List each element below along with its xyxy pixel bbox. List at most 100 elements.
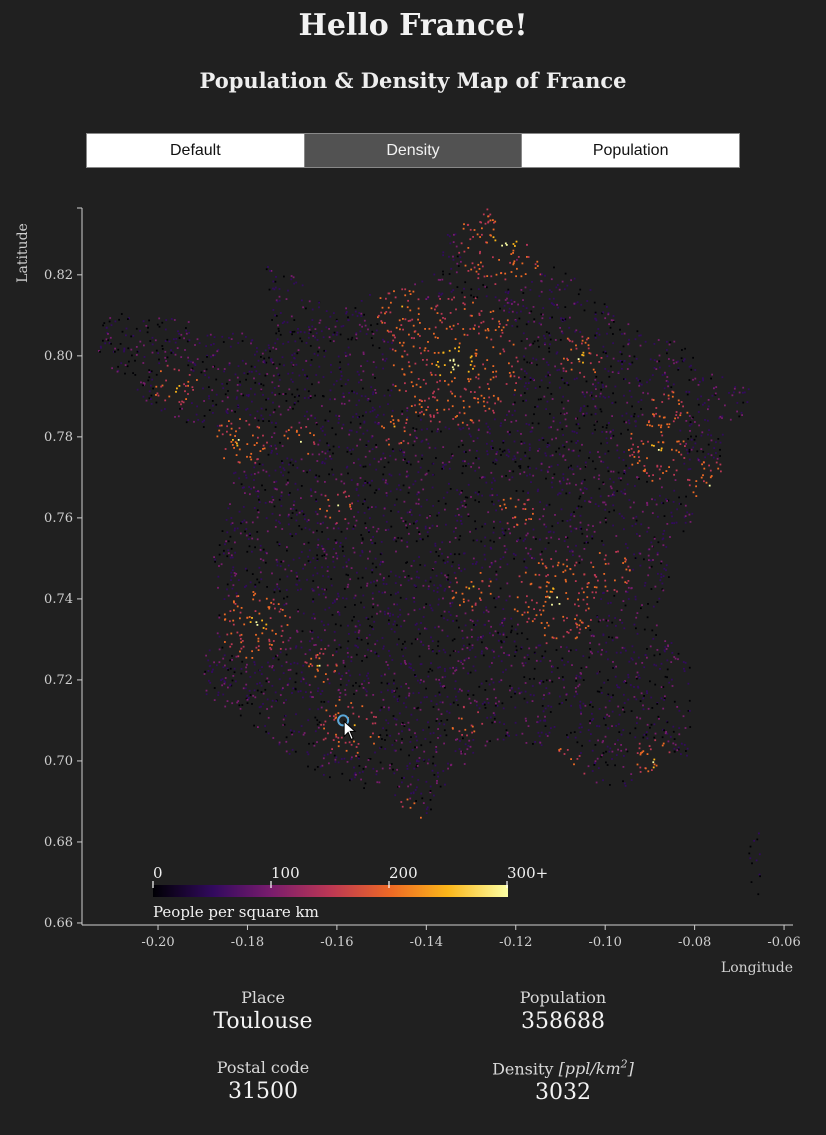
commune-point	[379, 573, 382, 576]
commune-point	[522, 540, 525, 542]
commune-point	[448, 273, 451, 275]
commune-point	[675, 469, 678, 472]
commune-point	[574, 736, 577, 739]
commune-point	[494, 239, 497, 242]
commune-point	[656, 649, 659, 651]
commune-point	[341, 545, 344, 548]
commune-point	[478, 312, 481, 315]
commune-point	[565, 592, 568, 594]
commune-point	[256, 425, 259, 428]
commune-point	[567, 466, 570, 469]
commune-point	[256, 410, 259, 413]
commune-point	[228, 337, 230, 339]
commune-point	[250, 458, 253, 461]
commune-point	[311, 453, 314, 456]
commune-point	[341, 396, 344, 398]
commune-point	[492, 409, 494, 412]
commune-point	[332, 739, 335, 741]
commune-point	[552, 416, 555, 419]
commune-point	[425, 472, 428, 475]
commune-point	[281, 688, 284, 691]
commune-point	[499, 633, 501, 636]
commune-point	[636, 752, 639, 754]
commune-point	[433, 416, 435, 418]
commune-point	[662, 472, 664, 474]
commune-point	[478, 588, 480, 590]
commune-point	[300, 725, 303, 727]
commune-point	[363, 420, 366, 423]
commune-point	[436, 718, 439, 720]
commune-point	[539, 553, 542, 556]
commune-point	[306, 520, 309, 523]
commune-point	[328, 336, 331, 339]
commune-point	[438, 420, 441, 423]
commune-point	[273, 487, 276, 489]
commune-point	[381, 767, 384, 770]
commune-point	[307, 452, 310, 455]
commune-point	[641, 604, 643, 606]
commune-point	[309, 345, 312, 347]
commune-point	[300, 497, 302, 499]
commune-point	[337, 595, 340, 598]
commune-point	[364, 324, 367, 327]
commune-point	[492, 376, 495, 379]
commune-point	[472, 367, 474, 370]
commune-point	[651, 398, 654, 401]
commune-point	[504, 299, 507, 301]
commune-point	[498, 700, 500, 703]
commune-point	[426, 358, 428, 361]
commune-point	[495, 273, 498, 276]
commune-point	[277, 327, 280, 330]
commune-point	[600, 381, 603, 384]
commune-point	[419, 708, 422, 711]
commune-point	[546, 400, 549, 403]
commune-point	[457, 364, 460, 367]
commune-point	[321, 531, 323, 533]
commune-point	[486, 401, 489, 404]
commune-point	[425, 628, 428, 630]
commune-point	[535, 646, 538, 649]
commune-point	[614, 401, 617, 404]
commune-point	[614, 764, 616, 767]
commune-point	[660, 573, 663, 576]
tab-density[interactable]: Density	[304, 134, 523, 167]
commune-point	[601, 384, 604, 386]
commune-point	[251, 573, 254, 575]
tab-default[interactable]: Default	[87, 134, 305, 167]
commune-point	[593, 596, 595, 599]
commune-point	[385, 479, 387, 482]
commune-point	[330, 578, 333, 580]
commune-point	[525, 399, 527, 402]
commune-point	[444, 426, 447, 429]
commune-point	[458, 427, 461, 430]
commune-point	[595, 388, 597, 390]
commune-point	[449, 654, 452, 657]
commune-point	[233, 572, 236, 574]
commune-point	[213, 661, 215, 664]
commune-point	[234, 574, 237, 577]
commune-point	[514, 505, 517, 508]
commune-point	[560, 412, 562, 415]
commune-point	[666, 352, 668, 355]
commune-point	[448, 461, 451, 463]
tab-population[interactable]: Population	[522, 134, 740, 167]
commune-point	[444, 508, 446, 511]
commune-point	[587, 524, 590, 527]
commune-point	[429, 576, 432, 579]
commune-point	[291, 692, 293, 694]
commune-point	[320, 700, 323, 703]
commune-point	[403, 500, 406, 503]
commune-point	[360, 601, 362, 604]
commune-point	[513, 608, 516, 611]
commune-point	[646, 472, 648, 474]
commune-point	[623, 681, 625, 683]
commune-point	[504, 278, 507, 281]
commune-point	[424, 347, 427, 350]
commune-point	[563, 288, 566, 291]
commune-point	[390, 594, 392, 596]
commune-point	[285, 661, 288, 664]
commune-point	[353, 766, 355, 769]
commune-point	[393, 290, 395, 293]
commune-point	[485, 646, 487, 649]
density-map[interactable]: 0.660.680.700.720.740.760.780.800.82 Lat…	[0, 195, 826, 985]
